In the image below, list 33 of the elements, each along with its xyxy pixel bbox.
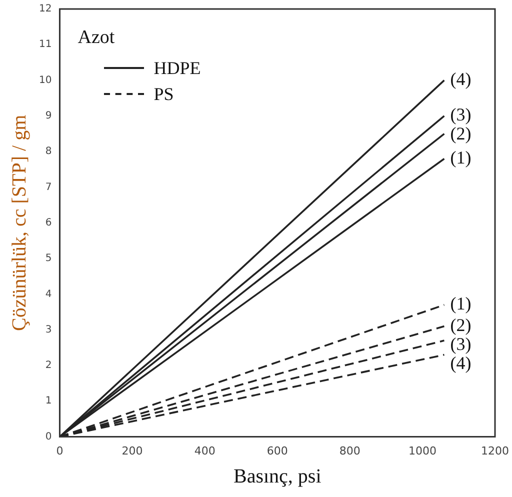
- y-tick-label: 6: [45, 217, 52, 228]
- x-tick-label: 600: [266, 444, 288, 458]
- series-label: (4): [450, 69, 472, 90]
- y-tick-label: 3: [45, 324, 52, 336]
- x-tick-label: 200: [122, 444, 143, 458]
- series-label: (1): [450, 147, 472, 168]
- y-tick-label: 5: [45, 253, 52, 264]
- series-label: (3): [450, 104, 472, 125]
- y-tick-label: 11: [38, 39, 52, 50]
- x-tick-label: 400: [194, 444, 216, 458]
- y-tick-label: 9: [45, 110, 52, 122]
- y-tick-label: 7: [45, 182, 52, 193]
- y-tick-label: 1: [45, 396, 52, 407]
- x-tick-label: 0: [56, 444, 64, 458]
- series-label: (1): [450, 294, 472, 314]
- x-tick-label: 1000: [408, 444, 436, 458]
- series-label: (2): [450, 315, 472, 336]
- y-tick-label: 4: [45, 288, 52, 300]
- x-tick-label: 800: [339, 444, 360, 458]
- series-label: (3): [450, 334, 472, 354]
- y-tick-label: 0: [45, 431, 52, 442]
- x-axis-title: Basınç, psi: [233, 465, 322, 488]
- y-tick-label: 12: [38, 4, 52, 15]
- annotation: HDPE: [154, 58, 201, 78]
- y-tick-label: 2: [45, 360, 52, 372]
- series-label: (2): [450, 124, 472, 144]
- y-axis-title: Çözünürlük, cc [STP] / gm: [8, 114, 30, 331]
- annotation: PS: [154, 84, 174, 104]
- y-tick-label: 10: [38, 74, 52, 86]
- x-tick-label: 1200: [481, 444, 510, 458]
- legend-title: Azot: [78, 27, 116, 49]
- series-label: (4): [450, 353, 472, 374]
- y-tick-label: 8: [45, 146, 52, 158]
